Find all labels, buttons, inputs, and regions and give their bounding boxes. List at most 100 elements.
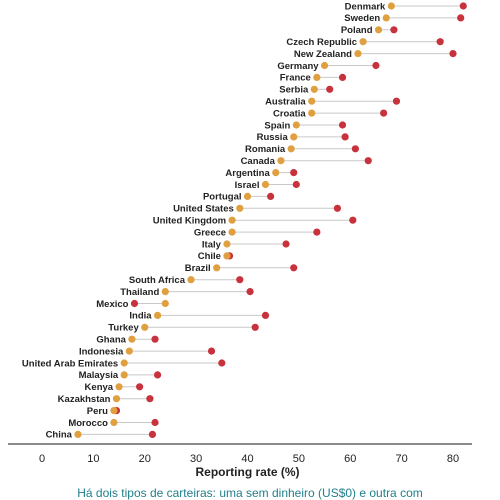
x-axis-ticks: 0 10 20 30 40 50 60 70 80	[39, 453, 459, 465]
country-label-romania: Romania	[245, 144, 286, 155]
point-red-new-zealand	[449, 50, 457, 58]
point-red-australia	[392, 97, 401, 105]
point-red-mexico	[130, 299, 139, 308]
point-orange-united-states	[236, 204, 244, 212]
country-label-morocco: Morocco	[68, 418, 108, 429]
point-orange-south-africa	[187, 276, 195, 284]
point-red-portugal	[267, 192, 275, 200]
point-red-italy	[282, 240, 290, 248]
country-label-peru: Peru	[87, 406, 108, 417]
country-label-argentina: Argentina	[225, 168, 270, 179]
caption-text: Há dois tipos de carteiras: uma sem dinh…	[77, 486, 423, 500]
point-orange-romania	[287, 145, 295, 153]
country-label-canada: Canada	[241, 156, 276, 167]
country-label-australia: Australia	[265, 97, 306, 108]
country-label-germany: Germany	[277, 61, 319, 72]
x-tick-label-60: 60	[344, 453, 356, 465]
country-label-italy: Italy	[202, 239, 222, 250]
point-orange-united-arab-emirates	[120, 359, 128, 367]
point-red-czech-republic	[436, 38, 444, 46]
x-axis-title: Reporting rate (%)	[195, 465, 299, 479]
country-label-south-africa: South Africa	[129, 275, 186, 286]
country-label-united-states: United States	[173, 204, 234, 215]
connector-lines	[77, 5, 464, 435]
country-label-new-zealand: New Zealand	[294, 49, 352, 60]
point-orange-france	[313, 73, 321, 81]
country-label-denmark: Denmark	[345, 1, 386, 12]
country-label-kazakhstan: Kazakhstan	[58, 394, 111, 405]
country-label-greece: Greece	[194, 227, 226, 238]
point-orange-turkey	[141, 323, 149, 331]
point-red-brazil	[290, 264, 298, 272]
point-orange-croatia	[308, 109, 316, 117]
x-tick-label-20: 20	[139, 453, 151, 465]
point-red-kazakhstan	[146, 395, 154, 403]
x-tick-label-50: 50	[293, 453, 305, 465]
point-red-ghana	[151, 335, 159, 343]
point-red-malaysia	[153, 371, 162, 379]
country-label-chile: Chile	[198, 251, 221, 262]
point-orange-malaysia	[120, 371, 128, 379]
country-label-united-arab-emirates: United Arab Emirates	[22, 358, 118, 369]
point-red-greece	[313, 228, 321, 236]
point-red-russia	[341, 133, 349, 141]
point-orange-poland	[374, 26, 383, 34]
point-red-serbia	[326, 85, 334, 93]
point-red-united-kingdom	[349, 216, 357, 224]
point-red-canada	[364, 157, 372, 165]
point-orange-israel	[261, 180, 270, 189]
x-tick-label-80: 80	[447, 453, 459, 465]
point-orange-australia	[308, 97, 316, 105]
country-label-kenya: Kenya	[85, 382, 114, 393]
point-red-israel	[292, 180, 300, 189]
country-label-russia: Russia	[257, 132, 289, 143]
country-label-sweden: Sweden	[344, 13, 380, 24]
country-label-mexico: Mexico	[96, 299, 128, 310]
point-orange-spain	[292, 121, 300, 129]
point-red-spain	[338, 121, 347, 129]
country-label-turkey: Turkey	[108, 323, 139, 334]
point-red-south-africa	[236, 276, 244, 284]
country-label-poland: Poland	[341, 25, 373, 36]
country-label-india: India	[129, 311, 152, 322]
point-orange-new-zealand	[354, 50, 362, 58]
country-label-serbia: Serbia	[279, 85, 309, 96]
point-red-germany	[372, 61, 380, 70]
country-label-china: China	[46, 430, 73, 441]
point-orange-sweden	[382, 14, 390, 22]
point-orange-russia	[290, 133, 298, 141]
point-orange-indonesia	[125, 347, 133, 355]
country-label-ghana: Ghana	[96, 335, 126, 346]
point-orange-italy	[223, 240, 231, 248]
country-label-thailand: Thailand	[120, 287, 159, 298]
country-label-indonesia: Indonesia	[79, 346, 124, 357]
point-red-france	[338, 73, 347, 81]
point-orange-kenya	[115, 383, 123, 391]
point-orange-portugal	[243, 192, 252, 200]
point-red-croatia	[380, 109, 388, 117]
x-tick-label-10: 10	[87, 453, 99, 465]
point-orange-greece	[228, 228, 236, 236]
x-tick-label-40: 40	[241, 453, 253, 465]
point-orange-morocco	[110, 418, 118, 427]
x-tick-label-0: 0	[39, 453, 45, 465]
country-label-croatia: Croatia	[273, 108, 306, 119]
point-orange-china	[74, 430, 82, 438]
point-red-india	[261, 311, 270, 319]
point-orange-peru	[110, 407, 118, 415]
country-label-malaysia: Malaysia	[79, 370, 119, 381]
point-red-china	[148, 430, 157, 438]
point-orange-brazil	[213, 264, 221, 272]
point-orange-mexico	[161, 299, 169, 308]
point-orange-chile	[223, 252, 231, 260]
point-red-thailand	[246, 288, 254, 296]
data-points	[74, 2, 467, 438]
point-orange-argentina	[272, 169, 280, 177]
point-red-romania	[351, 145, 359, 153]
point-red-sweden	[457, 14, 465, 22]
country-label-united-kingdom: United Kingdom	[153, 216, 226, 227]
point-orange-united-kingdom	[228, 216, 236, 224]
country-label-spain: Spain	[264, 120, 290, 131]
